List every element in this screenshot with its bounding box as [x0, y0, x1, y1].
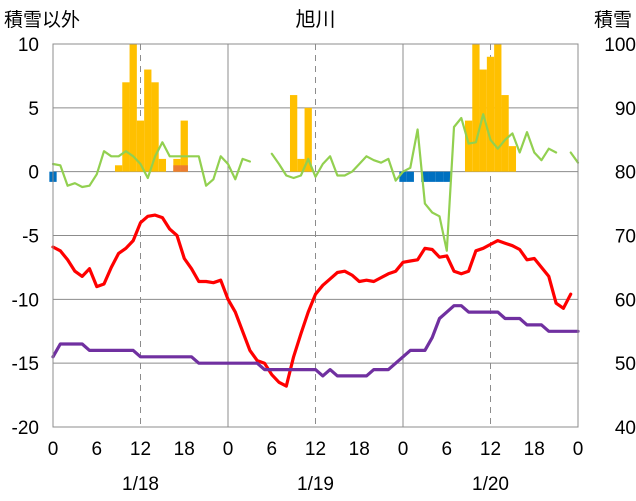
- right-tick-label: 70: [615, 227, 636, 248]
- negative-bar: [428, 171, 436, 182]
- x-tick-label: 6: [91, 439, 102, 460]
- negative-bar: [435, 171, 444, 182]
- x-tick-label: 18: [349, 439, 370, 460]
- chart-title: 旭川: [296, 8, 336, 31]
- grid: [53, 44, 578, 427]
- left-tick-label: 0: [28, 163, 39, 184]
- precip-bar: [136, 120, 145, 172]
- wind-line: [569, 151, 580, 164]
- right-tick-label: 100: [604, 35, 636, 56]
- negative-bar: [399, 171, 407, 182]
- x-tick-label: 12: [480, 439, 501, 460]
- right-tick-label: 60: [615, 290, 636, 311]
- small-bar: [173, 165, 181, 172]
- x-tick-label: 0: [223, 439, 234, 460]
- right-tick-label: 40: [615, 418, 636, 439]
- day-label: 1/20: [472, 474, 509, 495]
- x-tick-label: 12: [305, 439, 326, 460]
- negative-bar: [443, 171, 451, 182]
- wind-line: [270, 113, 558, 252]
- precip-bar: [289, 95, 298, 172]
- bars-layer: [49, 44, 517, 182]
- right-tick-label: 80: [615, 163, 636, 184]
- x-tick-label: 0: [48, 439, 59, 460]
- x-tick-label: 0: [573, 439, 584, 460]
- left-tick-label: -5: [22, 227, 39, 248]
- precip-bar: [129, 44, 137, 172]
- precip-bar: [151, 82, 159, 172]
- left-tick-label: -15: [12, 354, 39, 375]
- precip-bar: [173, 158, 181, 172]
- right-tick-label: 90: [615, 99, 636, 120]
- precip-bar: [144, 69, 152, 172]
- precip-bar: [158, 158, 167, 172]
- x-tick-label: 6: [441, 439, 452, 460]
- left-tick-label: -20: [12, 418, 39, 439]
- precip-bar: [464, 120, 473, 172]
- right-axis-label: 積雪: [594, 9, 632, 31]
- x-tick-label: 18: [524, 439, 545, 460]
- precip-bar: [180, 120, 188, 172]
- precip-bar: [114, 165, 123, 172]
- precip-bar: [508, 146, 517, 172]
- precip-bar: [122, 82, 130, 172]
- x-tick-label: 6: [266, 439, 277, 460]
- small-bar: [180, 165, 188, 172]
- left-tick-label: 10: [18, 35, 39, 56]
- precip-bar: [297, 158, 305, 172]
- plot-frame: [52, 43, 579, 428]
- snow_depth-line: [51, 304, 580, 378]
- left-tick-label: -10: [12, 290, 39, 311]
- left-tick-label: 5: [28, 99, 39, 120]
- precip-bar: [479, 69, 487, 172]
- x-tick-label: 12: [130, 439, 151, 460]
- precip-bar: [501, 95, 509, 172]
- x-tick-label: 18: [174, 439, 195, 460]
- precip-bar: [472, 44, 480, 172]
- day-label: 1/18: [122, 474, 159, 495]
- negative-bar: [421, 171, 429, 182]
- temp-line: [51, 213, 573, 388]
- negative-bar: [406, 171, 414, 182]
- precip-bar: [494, 44, 502, 172]
- day-label: 1/19: [297, 474, 334, 495]
- left-axis-label: 積雪以外: [4, 9, 80, 31]
- precip-bar: [304, 107, 312, 172]
- lines-layer: [51, 113, 580, 388]
- wind-line: [51, 141, 251, 189]
- x-tick-label: 0: [398, 439, 409, 460]
- precip-bar: [486, 56, 495, 172]
- right-tick-label: 50: [615, 354, 636, 375]
